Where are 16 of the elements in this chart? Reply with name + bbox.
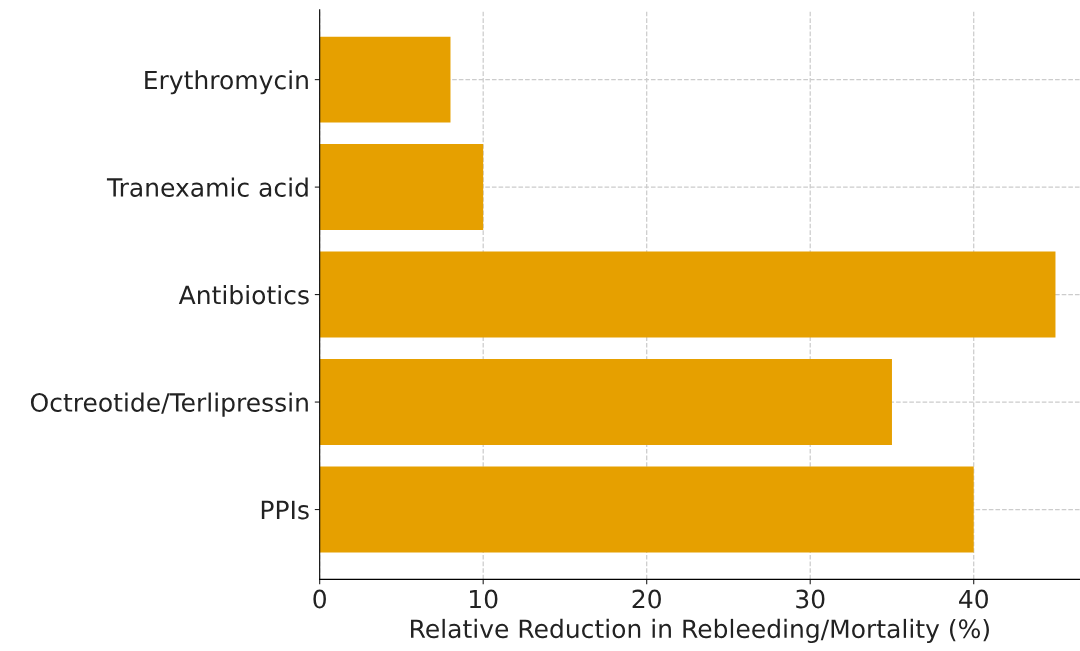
y-tick-label: Tranexamic acid — [106, 177, 308, 197]
bar — [319, 144, 484, 231]
y-tick-label: Erythromycin — [145, 70, 308, 95]
bar — [319, 359, 892, 446]
y-tick-label: Antibiotics — [178, 285, 309, 305]
bar — [319, 466, 974, 553]
x-tick-label: 40 — [959, 589, 988, 609]
x-tick-label: 0 — [313, 589, 326, 609]
x-tick-label: 20 — [632, 589, 661, 609]
bar — [319, 251, 1056, 338]
y-tick-label: PPIs — [261, 500, 309, 520]
x-tick-label: 30 — [796, 589, 825, 609]
x-axis-title: Relative Reduction in Rebleeding/Mortality (%) — [411, 618, 989, 644]
y-tick-label: Octreotide/Terlipressin — [30, 392, 308, 417]
x-tick-label: 10 — [470, 589, 498, 609]
bar — [319, 36, 451, 123]
